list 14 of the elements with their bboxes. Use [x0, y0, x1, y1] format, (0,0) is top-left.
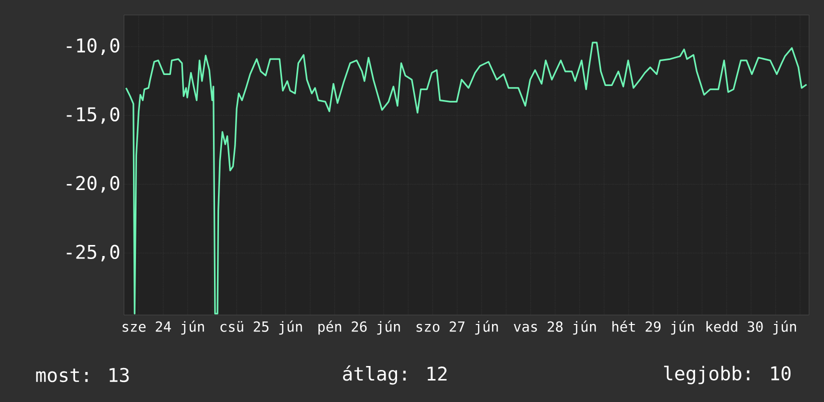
x-tick-label: vas 28 jún	[514, 320, 596, 335]
y-tick-label: -20,0	[66, 176, 120, 193]
x-tick-label: kedd 30 jún	[706, 320, 796, 335]
text: legjobb: 10	[664, 366, 791, 384]
x-tick-label: hét 29 jún	[612, 320, 694, 335]
y-tick-label: -15,0	[66, 107, 120, 124]
y-tick-label: -10,0	[66, 38, 120, 55]
text: most: 13	[36, 368, 129, 382]
x-tick-label: szo 27 jún	[416, 320, 498, 335]
x-tick-label: csü 25 jún	[220, 320, 302, 335]
text: átlag: 12	[343, 365, 447, 385]
y-tick-label: -25,0	[66, 244, 120, 262]
x-tick-label: pén 26 jún	[318, 320, 400, 335]
x-tick-label: sze 24 jún	[122, 320, 204, 335]
